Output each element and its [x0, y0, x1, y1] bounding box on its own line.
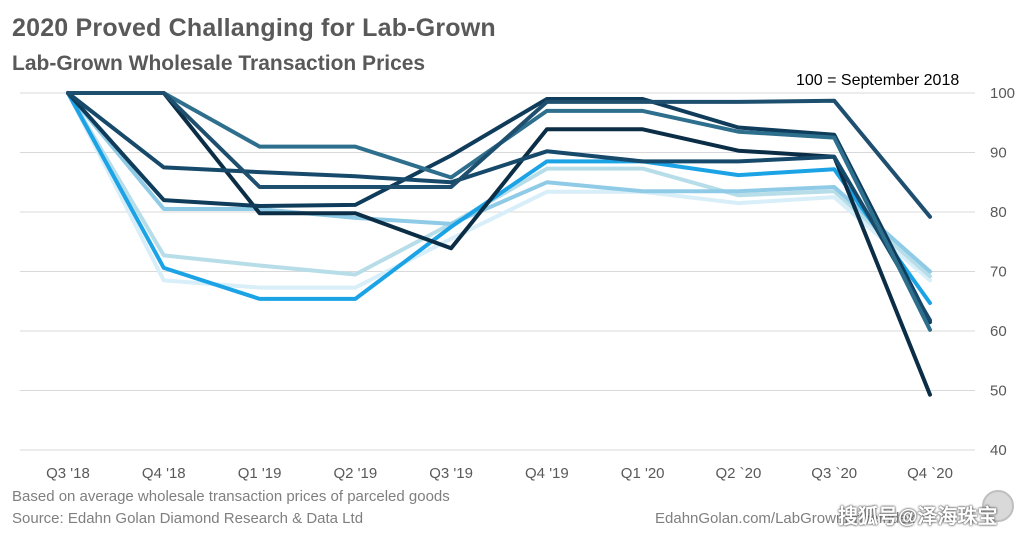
line-series-3 — [66, 91, 932, 323]
index-base-note: 100 = September 2018 — [796, 72, 960, 89]
y-tick-label: 70 — [990, 264, 1007, 281]
footnote-source: Source: Edahn Golan Diamond Research & D… — [12, 510, 364, 527]
line-series-7 — [66, 91, 932, 274]
y-tick-label: 50 — [990, 383, 1007, 400]
y-axis-ticks: 40 50 60 70 80 90 100 — [990, 85, 1015, 459]
x-tick-label: Q1 '19 — [238, 465, 282, 482]
x-tick-label: Q4 '19 — [525, 465, 569, 482]
x-tick-label: Q2 '19 — [333, 465, 377, 482]
x-tick-label: Q4 '18 — [142, 465, 186, 482]
watermark-text: 搜狐号@泽海珠宝 — [838, 506, 998, 528]
y-tick-label: 80 — [990, 204, 1007, 221]
series-lines — [66, 91, 932, 397]
x-tick-label: Q3 '19 — [429, 465, 473, 482]
x-tick-label: Q1 '20 — [621, 465, 665, 482]
x-axis-ticks: Q3 '18 Q4 '18 Q1 '19 Q2 '19 Q3 '19 Q4 '19 Q1 '… — [46, 465, 953, 482]
line-series-1 — [66, 91, 932, 219]
y-tick-label: 90 — [990, 145, 1007, 162]
y-tick-label: 40 — [990, 442, 1007, 459]
footnote-url: EdahnGolan.com/LabGrownPriceIndex — [655, 510, 916, 527]
x-tick-label: Q3 `20 — [811, 465, 857, 482]
watermark-logo-icon — [982, 490, 1014, 522]
x-tick-label: Q4 `20 — [907, 465, 953, 482]
y-tick-label: 100 — [990, 85, 1015, 102]
line-series-6 — [66, 91, 932, 305]
x-tick-label: Q3 '18 — [46, 465, 90, 482]
line-series-5 — [66, 91, 932, 397]
line-series-4 — [66, 91, 932, 325]
gridlines — [20, 92, 975, 451]
y-tick-label: 60 — [990, 323, 1007, 340]
chart-title: 2020 Proved Challanging for Lab-Grown — [12, 14, 496, 42]
chart-subtitle: Lab-Grown Wholesale Transaction Prices — [12, 52, 426, 75]
footnote-methodology: Based on average wholesale transaction p… — [12, 488, 450, 505]
line-series-8 — [66, 91, 932, 279]
x-tick-label: Q2 `20 — [716, 465, 762, 482]
